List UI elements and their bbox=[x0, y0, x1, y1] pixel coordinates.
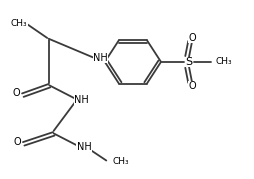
Text: CH₃: CH₃ bbox=[216, 57, 232, 66]
Text: O: O bbox=[188, 33, 196, 43]
Text: NH: NH bbox=[93, 53, 108, 63]
Text: S: S bbox=[185, 57, 193, 67]
Text: NH: NH bbox=[74, 95, 89, 105]
Text: NH: NH bbox=[77, 142, 91, 152]
Text: O: O bbox=[13, 88, 21, 98]
Text: O: O bbox=[188, 81, 196, 91]
Text: CH₃: CH₃ bbox=[112, 157, 129, 166]
Text: O: O bbox=[14, 137, 21, 147]
Text: CH₃: CH₃ bbox=[11, 19, 27, 28]
